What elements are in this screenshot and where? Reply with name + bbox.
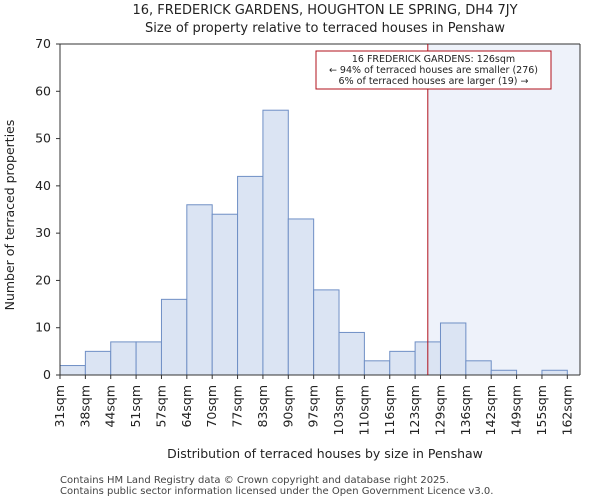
x-tick-label: 90sqm [280, 385, 295, 428]
x-tick-label: 64sqm [179, 385, 194, 428]
chart-title: 16, FREDERICK GARDENS, HOUGHTON LE SPRIN… [132, 3, 517, 18]
bar [160, 298, 188, 376]
y-tick-label: 10 [35, 320, 51, 335]
x-tick-label: 51sqm [128, 385, 143, 428]
x-tick-label: 123sqm [407, 385, 422, 435]
annotation-line-1: 16 FREDERICK GARDENS: 126sqm [352, 54, 515, 65]
x-tick-label: 31sqm [52, 385, 67, 428]
highlight-region [427, 44, 580, 375]
x-tick-label: 129sqm [432, 385, 447, 435]
bar [287, 218, 315, 376]
bar [110, 341, 137, 376]
footer-line-2: Contains public sector information licen… [60, 486, 493, 497]
chart-subtitle: Size of property relative to terraced ho… [145, 21, 505, 36]
plot-area: 0 10 20 30 40 50 60 70 31sqm 38sqm 44sqm 51sqm 57sqm… [35, 36, 581, 435]
x-tick-label: 110sqm [356, 385, 371, 435]
y-tick-label: 30 [35, 225, 51, 240]
x-tick-label: 38sqm [77, 385, 92, 428]
bar [338, 331, 365, 376]
x-tick-label: 136sqm [458, 385, 473, 435]
y-tick-label: 70 [35, 36, 51, 51]
bar [84, 350, 112, 376]
bar [135, 341, 162, 376]
bar [389, 350, 416, 376]
x-tick-label: 44sqm [103, 385, 118, 428]
y-tick-label: 0 [43, 367, 51, 382]
bar [439, 322, 467, 376]
bar [59, 365, 86, 376]
x-tick-label: 155sqm [534, 385, 549, 435]
footer-line-1: Contains HM Land Registry data © Crown c… [60, 475, 449, 486]
y-axis-label: Number of terraced properties [2, 120, 17, 311]
x-tick-label: 149sqm [509, 385, 524, 435]
annotation-line-3: 6% of terraced houses are larger (19) → [339, 76, 529, 87]
bar [490, 369, 518, 376]
y-tick-label: 20 [35, 272, 51, 287]
bar [186, 204, 213, 376]
y-tick-label: 40 [35, 178, 51, 193]
bar [363, 360, 391, 376]
bar [237, 175, 264, 376]
annotation-box [315, 50, 552, 90]
x-tick-label: 162sqm [559, 385, 574, 435]
bar [262, 109, 289, 376]
y-tick-label: 60 [35, 83, 51, 98]
x-tick-label: 77sqm [230, 385, 245, 428]
x-tick-label: 116sqm [382, 385, 397, 435]
x-axis-label: Distribution of terraced houses by size … [167, 446, 483, 461]
x-tick-label: 70sqm [204, 385, 219, 428]
bar [313, 289, 340, 376]
bar [465, 360, 492, 376]
annotation-line-2: ← 94% of terraced houses are smaller (27… [329, 65, 538, 76]
x-tick-label: 97sqm [306, 385, 321, 428]
bar [211, 213, 239, 376]
x-tick-label: 83sqm [255, 385, 270, 428]
x-tick-label: 57sqm [153, 385, 168, 428]
x-tick-label: 142sqm [483, 385, 498, 435]
x-tick-label: 103sqm [331, 385, 346, 435]
bar [541, 369, 568, 376]
y-tick-label: 50 [35, 131, 51, 146]
